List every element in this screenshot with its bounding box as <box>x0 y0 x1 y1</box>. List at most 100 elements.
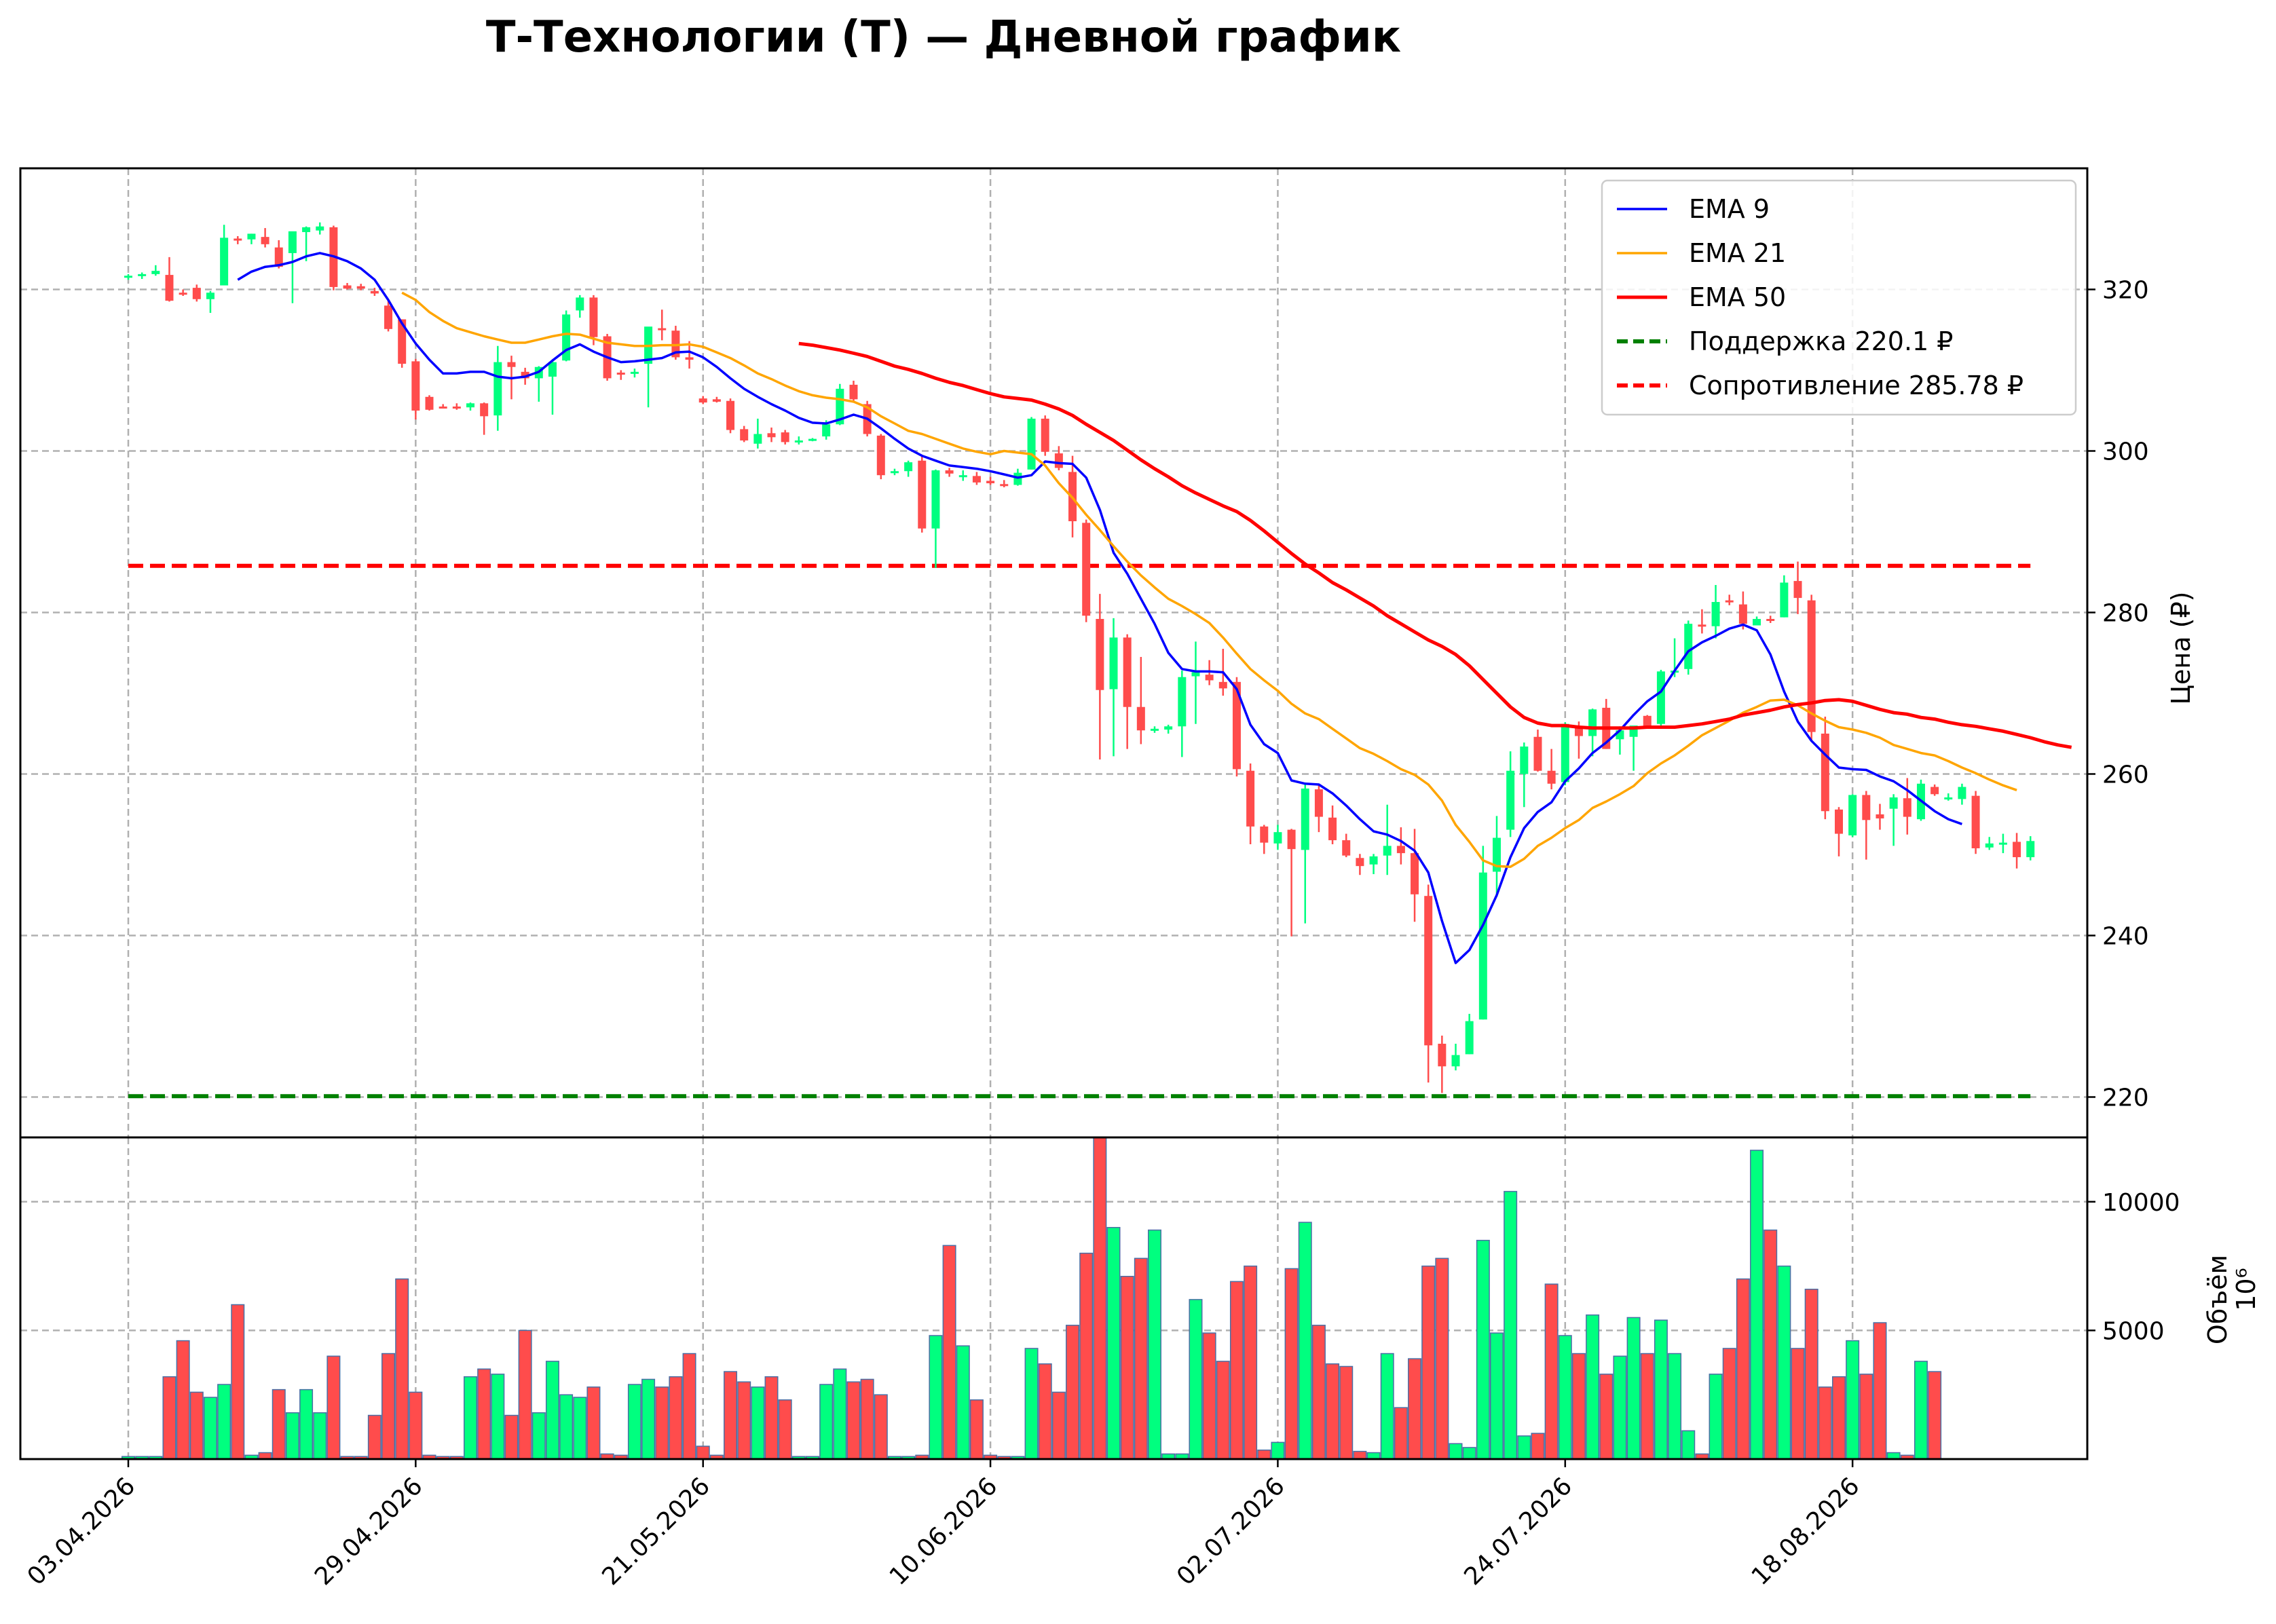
volume-bar <box>313 1412 327 1460</box>
support-resistance-lines <box>128 563 2031 1099</box>
price-tick-label: 220 <box>2102 1084 2149 1112</box>
volume-bar <box>1024 1348 1039 1460</box>
candle-body <box>1807 600 1816 732</box>
candle-body <box>767 433 776 438</box>
volume-bar <box>1449 1443 1463 1460</box>
volume-bar <box>819 1384 834 1460</box>
candle-body <box>398 319 407 364</box>
price-tick-label: 300 <box>2102 438 2149 466</box>
volume-bar <box>655 1386 669 1460</box>
candle-body <box>781 432 789 442</box>
volume-bar <box>1202 1332 1216 1460</box>
ema-line <box>798 341 2072 749</box>
candle-body <box>836 388 844 425</box>
volume-bar <box>559 1394 574 1460</box>
volume-tick-label: 5000 <box>2102 1317 2165 1345</box>
volume-scale-label: 10⁶ <box>2231 1268 2261 1311</box>
volume-bar <box>285 1412 299 1460</box>
volume-bar <box>1544 1283 1559 1460</box>
candle-body <box>206 292 214 299</box>
candle-body <box>616 373 625 375</box>
volume-bar <box>491 1374 505 1460</box>
volume-bar <box>929 1335 943 1460</box>
volume-axis-label: Объём <box>2203 1255 2233 1344</box>
candle-body <box>1998 842 2007 845</box>
candle-body <box>986 480 995 484</box>
volume-bar <box>1777 1265 1791 1460</box>
volume-bar <box>1189 1299 1203 1460</box>
candle-body <box>630 371 639 374</box>
candle-body <box>370 290 379 294</box>
candle-body <box>165 275 174 301</box>
volume-bar <box>1873 1322 1887 1460</box>
candle-body <box>1287 829 1296 850</box>
chart-title: Т-Технологии (T) — Дневной график <box>485 12 1402 62</box>
volume-bar <box>189 1391 204 1460</box>
candle-body <box>1493 837 1501 872</box>
volume-bar <box>1066 1325 1080 1460</box>
candle-body <box>1342 840 1351 856</box>
volume-bar <box>162 1376 176 1460</box>
volume-bar <box>969 1399 984 1460</box>
price-tick-label: 320 <box>2102 277 2149 305</box>
volume-bar <box>1038 1363 1052 1460</box>
candle-body <box>1438 1043 1447 1067</box>
candle-body <box>1328 817 1337 841</box>
candle-body <box>1547 770 1556 784</box>
candle-body <box>918 460 927 529</box>
candle-body <box>1958 787 1966 799</box>
candle-body <box>1588 709 1597 736</box>
candle-body <box>658 328 667 331</box>
volume-bar <box>518 1329 532 1460</box>
volume-bar <box>669 1376 683 1460</box>
candle-body <box>1041 418 1049 452</box>
ema-layer <box>237 252 2072 964</box>
candle-body <box>1985 843 1994 848</box>
volume-bar <box>1462 1447 1476 1460</box>
volume-bar <box>1326 1363 1340 1460</box>
candle-body <box>753 434 762 444</box>
volume-bar <box>627 1384 641 1460</box>
volume-bar <box>1571 1353 1586 1460</box>
volume-bar <box>682 1353 696 1460</box>
volume-bar <box>1120 1276 1134 1460</box>
volume-bar <box>641 1378 656 1460</box>
ema-line <box>401 291 2017 869</box>
volume-bar <box>1311 1325 1326 1460</box>
candle-body <box>274 247 283 267</box>
candle-body <box>1533 736 1542 771</box>
volume-bar <box>231 1304 245 1460</box>
volume-bar <box>1654 1319 1668 1460</box>
volume-bar <box>586 1386 601 1460</box>
volume-bar <box>1681 1430 1696 1460</box>
candle-body <box>1971 795 1980 848</box>
volume-bar <box>573 1397 587 1460</box>
candle-body <box>1944 797 1953 800</box>
candle-body <box>808 438 817 441</box>
volume-bar <box>1626 1317 1641 1460</box>
x-tick-label: 10.06.2026 <box>884 1472 1003 1591</box>
price-tick-label: 240 <box>2102 923 2149 951</box>
volume-bar <box>1764 1229 1778 1460</box>
volume-bar <box>1668 1353 1682 1460</box>
volume-bar <box>545 1361 559 1460</box>
volume-bar <box>1613 1355 1627 1460</box>
volume-bar <box>751 1386 765 1460</box>
volume-bar <box>272 1389 286 1460</box>
candle-body <box>1876 814 1884 818</box>
candle-body <box>316 226 324 231</box>
candle-body <box>1561 723 1569 782</box>
candle-body <box>1465 1021 1474 1055</box>
candle-body <box>343 285 352 289</box>
volume-bar <box>409 1391 423 1460</box>
candle-body <box>1273 832 1282 844</box>
candle-body <box>234 238 242 241</box>
volume-bar <box>1599 1374 1613 1460</box>
candle-body <box>1205 675 1214 681</box>
candle-body <box>1424 896 1433 1046</box>
volume-bar <box>724 1371 738 1460</box>
candle-body <box>2013 842 2021 858</box>
candle-body <box>972 476 981 483</box>
candle-body <box>1109 637 1118 690</box>
candle-body <box>589 297 598 337</box>
